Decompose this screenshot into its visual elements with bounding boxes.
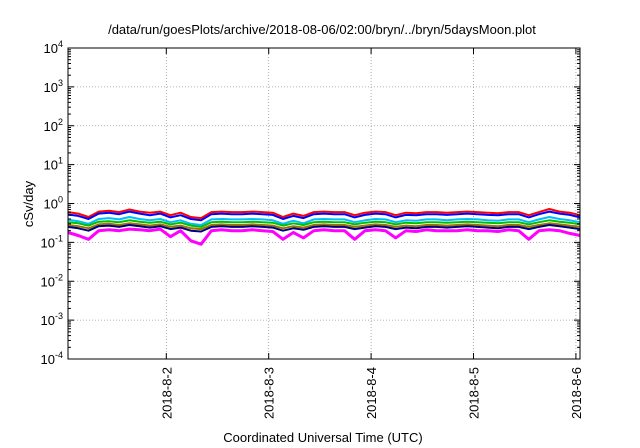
y-tick-base: 10 — [41, 274, 55, 289]
y-tick-exponent: -1 — [55, 233, 63, 243]
y-tick-base: 10 — [41, 352, 55, 367]
y-tick-label: 102 — [44, 117, 63, 134]
x-tick-label: 2018-8-3 — [262, 367, 277, 419]
series-layer — [67, 208, 581, 246]
y-tick-exponent: -2 — [55, 272, 63, 282]
x-axis-label: Coordinated Universal Time (UTC) — [223, 430, 422, 445]
y-tick-exponent: 1 — [58, 156, 63, 166]
y-tick-label: 103 — [44, 78, 63, 95]
y-tick-label: 100 — [44, 195, 63, 212]
x-tick-label: 2018-8-4 — [364, 367, 379, 419]
y-axis-label: cSv/day — [21, 180, 36, 227]
y-tick-exponent: 3 — [58, 78, 63, 88]
series-line-6 — [67, 224, 581, 233]
y-tick-label: 10-3 — [41, 311, 63, 328]
y-tick-exponent: 2 — [58, 117, 63, 127]
series-line-4 — [67, 219, 581, 228]
y-tick-exponent: -4 — [55, 350, 63, 360]
y-tick-label: 101 — [44, 156, 63, 173]
y-tick-base: 10 — [44, 158, 58, 173]
x-tick-label: 2018-8-5 — [467, 367, 482, 419]
y-tick-label: 104 — [44, 39, 63, 56]
x-tick-label: 2018-8-2 — [159, 367, 174, 419]
y-tick-label: 10-1 — [41, 233, 63, 250]
series-line-2 — [67, 210, 581, 222]
y-tick-exponent: 4 — [58, 39, 63, 49]
y-tick-base: 10 — [44, 119, 58, 134]
y-tick-exponent: -3 — [55, 311, 63, 321]
series-line-5 — [67, 222, 581, 231]
y-tick-label: 10-2 — [41, 272, 63, 289]
y-tick-base: 10 — [44, 80, 58, 95]
y-tick-base: 10 — [41, 313, 55, 328]
series-line-0 — [67, 227, 581, 246]
y-tick-base: 10 — [44, 197, 58, 212]
y-tick-base: 10 — [44, 41, 58, 56]
series-line-3 — [67, 216, 581, 226]
y-tick-base: 10 — [41, 235, 55, 250]
x-tick-label: 2018-8-6 — [569, 367, 584, 419]
chart-title: /data/run/goesPlots/archive/2018-08-06/0… — [108, 22, 536, 37]
grid-lines — [68, 48, 580, 359]
series-line-1 — [67, 208, 581, 220]
x-axis-ticks: 2018-8-2 2018-8-3 2018-8-4 2018-8-5 2018-8-6 — [159, 48, 584, 419]
y-tick-exponent: 0 — [58, 195, 63, 205]
y-tick-label: 10-4 — [41, 350, 63, 367]
